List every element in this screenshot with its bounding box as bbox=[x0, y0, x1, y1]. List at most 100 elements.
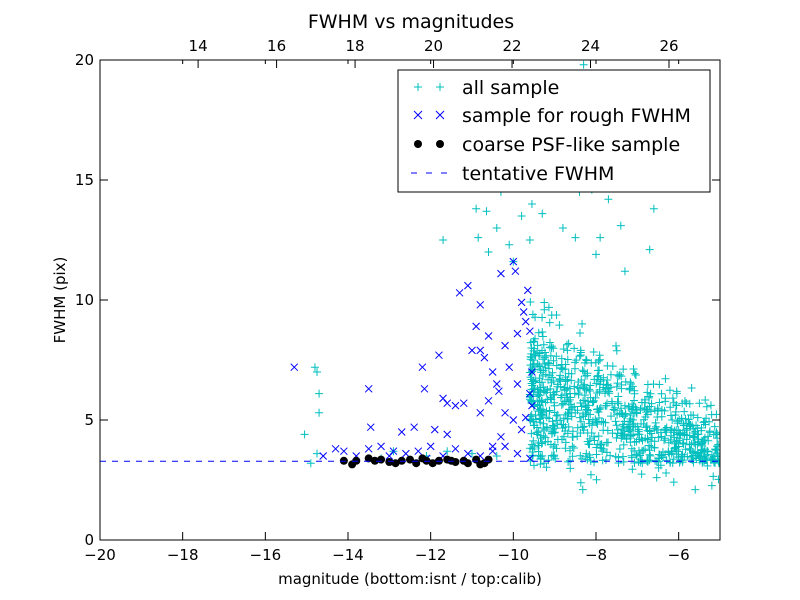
all-sample-point bbox=[552, 352, 561, 361]
all-sample-point bbox=[682, 435, 691, 444]
rough-fwhm-point bbox=[521, 413, 530, 422]
rough-fwhm-point bbox=[501, 341, 509, 350]
all-sample-point bbox=[619, 440, 628, 449]
rough-fwhm-point bbox=[513, 380, 522, 388]
rough-fwhm-point bbox=[385, 452, 394, 460]
all-sample-point bbox=[693, 435, 702, 444]
all-sample-point bbox=[568, 452, 577, 461]
all-sample-point bbox=[672, 389, 681, 398]
all-sample-point bbox=[527, 429, 536, 438]
rough-fwhm-point bbox=[443, 399, 452, 408]
all-sample-point bbox=[533, 392, 542, 401]
all-sample-point bbox=[548, 417, 557, 426]
all-sample-point bbox=[686, 410, 695, 419]
all-sample-point bbox=[553, 435, 562, 444]
all-sample-point bbox=[618, 452, 627, 461]
all-sample-point bbox=[610, 403, 619, 412]
all-sample-point bbox=[707, 410, 716, 419]
all-sample-point bbox=[492, 224, 501, 232]
all-sample-point bbox=[607, 412, 616, 421]
all-sample-point bbox=[530, 461, 538, 470]
all-sample-point bbox=[686, 446, 695, 455]
all-sample-point bbox=[678, 428, 687, 437]
psf-like-point bbox=[412, 459, 421, 468]
rough-fwhm-point bbox=[511, 267, 520, 276]
all-sample-point bbox=[530, 344, 539, 353]
top-x-tick-label: 20 bbox=[424, 37, 443, 55]
all-sample-point bbox=[597, 417, 606, 426]
all-sample-point bbox=[611, 417, 620, 426]
all-sample-point bbox=[552, 444, 561, 453]
all-sample-point bbox=[634, 457, 643, 466]
all-sample-point bbox=[586, 381, 595, 390]
all-sample-point bbox=[549, 377, 558, 386]
all-sample-point bbox=[603, 361, 612, 370]
legend-label: sample for rough FWHM bbox=[462, 105, 691, 127]
all-sample-point bbox=[662, 469, 671, 478]
all-sample-point bbox=[666, 411, 675, 420]
all-sample-point bbox=[661, 374, 670, 383]
all-sample-point bbox=[616, 221, 625, 230]
all-sample-point bbox=[313, 449, 321, 458]
rough-fwhm-point bbox=[495, 387, 503, 396]
all-sample-point bbox=[630, 386, 639, 395]
rough-fwhm-point bbox=[364, 384, 373, 393]
rough-fwhm-point bbox=[464, 281, 472, 290]
all-sample-point bbox=[693, 413, 702, 422]
all-sample-point bbox=[627, 451, 636, 460]
all-sample-point bbox=[599, 380, 608, 389]
all-sample-point bbox=[579, 60, 588, 69]
all-sample-point bbox=[701, 396, 710, 405]
rough-fwhm-point bbox=[513, 449, 522, 458]
rough-fwhm-point bbox=[402, 449, 410, 458]
all-sample-point bbox=[534, 407, 543, 416]
all-sample-point bbox=[557, 420, 566, 429]
rough-fwhm-point bbox=[523, 286, 532, 295]
y-tick-label: 5 bbox=[84, 411, 94, 429]
all-sample-point bbox=[645, 427, 654, 436]
all-sample-point bbox=[707, 481, 716, 490]
all-sample-point bbox=[653, 413, 662, 422]
all-sample-point bbox=[655, 398, 664, 407]
all-sample-point bbox=[678, 438, 687, 447]
all-sample-point bbox=[675, 434, 684, 443]
all-sample-point bbox=[547, 451, 556, 460]
all-sample-point bbox=[618, 410, 627, 419]
all-sample-point bbox=[599, 418, 608, 427]
all-sample-point bbox=[575, 384, 584, 393]
all-sample-point bbox=[667, 431, 676, 440]
rough-fwhm-point bbox=[505, 363, 514, 372]
x-tick-label: −12 bbox=[415, 546, 447, 564]
all-sample-point bbox=[614, 372, 623, 381]
all-sample-point bbox=[578, 485, 587, 494]
rough-fwhm-point bbox=[526, 454, 534, 463]
all-sample-point bbox=[655, 380, 664, 389]
all-sample-point bbox=[628, 465, 637, 474]
all-sample-point bbox=[534, 328, 543, 337]
all-sample-point bbox=[577, 402, 586, 411]
all-sample-point bbox=[675, 416, 684, 425]
all-sample-point bbox=[579, 412, 588, 421]
all-sample-point bbox=[646, 451, 655, 460]
all-sample-point bbox=[678, 458, 687, 467]
all-sample-point bbox=[614, 453, 623, 462]
all-sample-point bbox=[714, 475, 720, 484]
all-sample-point bbox=[646, 389, 655, 398]
legend-label: tentative FWHM bbox=[462, 163, 614, 185]
all-sample-point bbox=[620, 426, 629, 435]
all-sample-point bbox=[643, 388, 652, 397]
y-tick-label: 10 bbox=[75, 291, 94, 309]
all-sample-point bbox=[657, 389, 666, 398]
all-sample-point bbox=[665, 386, 674, 395]
all-sample-point bbox=[537, 397, 546, 406]
all-sample-point bbox=[709, 472, 718, 481]
all-sample-point bbox=[629, 364, 638, 373]
x-axis-label: magnitude (bottom:isnt / top:calib) bbox=[278, 570, 542, 588]
all-sample-point bbox=[596, 403, 605, 412]
all-sample-point bbox=[547, 311, 556, 320]
all-sample-point bbox=[310, 363, 319, 372]
all-sample-point bbox=[678, 399, 687, 408]
all-sample-point bbox=[669, 478, 678, 487]
all-sample-point bbox=[602, 401, 611, 410]
all-sample-point bbox=[698, 446, 707, 455]
